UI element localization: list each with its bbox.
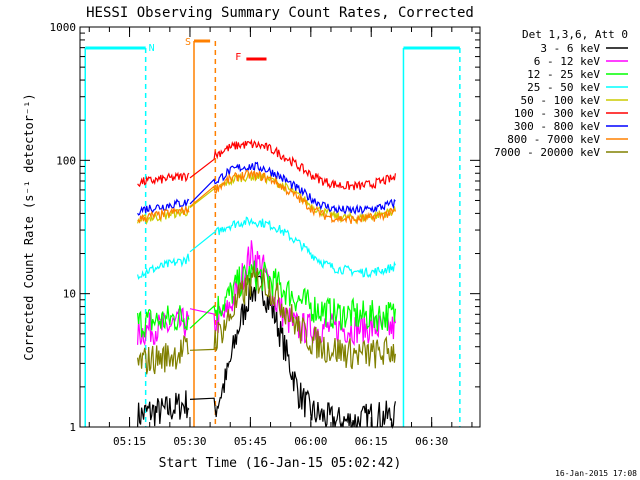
series-line-800-7000keV — [189, 169, 396, 225]
legend-label: 100 - 300 keV — [514, 107, 600, 120]
y-tick-label: 1000 — [50, 21, 77, 34]
x-tick-label: 06:15 — [355, 435, 388, 448]
series-line-25-50keV — [137, 253, 190, 280]
legend-label: 50 - 100 keV — [521, 94, 601, 107]
series-line-6-12keV — [189, 240, 396, 347]
x-tick-label: 05:45 — [234, 435, 267, 448]
legend-label: 25 - 50 keV — [527, 81, 600, 94]
series-line-300-800keV — [189, 161, 396, 216]
annotation-n: N — [149, 43, 155, 54]
annotation-f: F — [235, 52, 241, 63]
series-line-300-800keV — [137, 198, 190, 216]
x-axis: 05:15 05:30 05:45 06:00 06:15 06:30 — [88, 27, 473, 448]
x-axis-label: Start Time (16-Jan-15 05:02:42) — [159, 456, 402, 471]
x-tick-label: 05:15 — [113, 435, 146, 448]
legend-label: 6 - 12 keV — [534, 55, 601, 68]
legend-label: 3 - 6 keV — [540, 42, 600, 55]
series-line-100-300keV — [137, 171, 190, 188]
series-line-25-50keV — [189, 216, 396, 279]
legend-label: 300 - 800 keV — [514, 120, 600, 133]
footer-timestamp: 16-Jan-2015 17:08 — [555, 469, 637, 478]
series-line-50-100keV — [189, 171, 396, 225]
series-line-3-6keV — [137, 390, 190, 428]
series-line-7000-20000keV — [189, 266, 396, 370]
chart-title: HESSI Observing Summary Count Rates, Cor… — [86, 5, 474, 21]
y-tick-label: 10 — [63, 288, 76, 301]
series-line-800-7000keV — [137, 206, 190, 224]
x-tick-label: 06:30 — [415, 435, 448, 448]
legend-title: Det 1,3,6, Att 0 — [522, 28, 628, 41]
plot-frame — [79, 26, 481, 428]
x-tick-label: 05:30 — [173, 435, 206, 448]
series-line-7000-20000keV — [137, 334, 190, 375]
series-line-12-25keV — [189, 260, 396, 332]
orbit-markers: N S F — [84, 37, 461, 427]
annotation-s: S — [185, 37, 191, 48]
legend-label: 7000 - 20000 keV — [494, 146, 600, 159]
x-tick-label: 06:00 — [294, 435, 327, 448]
y-axis-label: Corrected Count Rate (s⁻¹ detector⁻¹) — [22, 93, 36, 360]
series-group — [137, 138, 396, 429]
legend-label: 12 - 25 keV — [527, 68, 600, 81]
series-line-3-6keV — [189, 274, 396, 429]
series-line-12-25keV — [137, 305, 190, 338]
y-axis: 1 10 100 1000 — [50, 21, 480, 434]
y-tick-label: 1 — [69, 421, 76, 434]
series-line-100-300keV — [189, 138, 396, 191]
y-tick-label: 100 — [56, 154, 76, 167]
legend-label: 800 - 7000 keV — [507, 133, 600, 146]
